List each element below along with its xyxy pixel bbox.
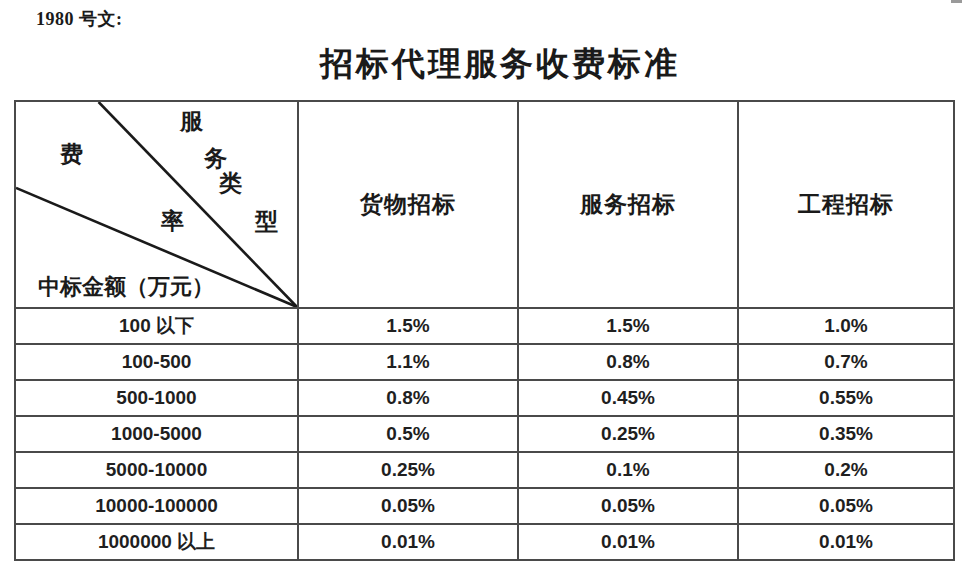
row-label: 1000-5000 bbox=[15, 416, 298, 452]
fee-value: 0.05% bbox=[738, 488, 954, 524]
corner-fee-char: 费 bbox=[60, 143, 83, 166]
fee-standard-table: 费 服 务 类 率 型 中标金额（万元） 货物招标 服务招标 工程招标 100 … bbox=[14, 100, 955, 561]
table-row: 100-500 1.1% 0.8% 0.7% bbox=[15, 344, 954, 380]
column-header-service: 服务招标 bbox=[518, 101, 738, 308]
corner-service-char-1: 服 bbox=[180, 110, 203, 133]
table-row: 1000000 以上 0.01% 0.01% 0.01% bbox=[15, 524, 954, 560]
fee-value: 1.5% bbox=[518, 308, 738, 344]
doc-number-label: 1980 号文: bbox=[36, 7, 123, 31]
row-label: 500-1000 bbox=[15, 380, 298, 416]
fee-value: 0.1% bbox=[518, 452, 738, 488]
fee-value: 0.05% bbox=[298, 488, 518, 524]
column-header-engineering: 工程招标 bbox=[738, 101, 954, 308]
fee-value: 0.35% bbox=[738, 416, 954, 452]
corner-amount-label: 中标金额（万元） bbox=[38, 272, 214, 302]
column-header-goods: 货物招标 bbox=[298, 101, 518, 308]
fee-value: 0.7% bbox=[738, 344, 954, 380]
corner-service-char-3: 类 bbox=[219, 172, 242, 195]
corner-service-char-2: 务 bbox=[204, 147, 227, 170]
fee-value: 0.8% bbox=[518, 344, 738, 380]
fee-value: 0.8% bbox=[298, 380, 518, 416]
fee-value: 0.55% bbox=[738, 380, 954, 416]
fee-value: 0.2% bbox=[738, 452, 954, 488]
fee-value: 1.5% bbox=[298, 308, 518, 344]
row-label: 100-500 bbox=[15, 344, 298, 380]
row-label: 10000-100000 bbox=[15, 488, 298, 524]
diagonal-header-cell: 费 服 务 类 率 型 中标金额（万元） bbox=[15, 101, 298, 308]
row-label: 5000-10000 bbox=[15, 452, 298, 488]
fee-value: 0.25% bbox=[298, 452, 518, 488]
table-row: 500-1000 0.8% 0.45% 0.55% bbox=[15, 380, 954, 416]
fee-value: 0.45% bbox=[518, 380, 738, 416]
table-row: 100 以下 1.5% 1.5% 1.0% bbox=[15, 308, 954, 344]
fee-value: 1.0% bbox=[738, 308, 954, 344]
fee-value: 0.05% bbox=[518, 488, 738, 524]
page: { "doc_label": "1980 号文:", "title": "招标代… bbox=[0, 0, 976, 581]
corner-service-char-4: 型 bbox=[255, 210, 278, 233]
fee-value: 0.01% bbox=[738, 524, 954, 560]
row-label: 100 以下 bbox=[15, 308, 298, 344]
fee-value: 0.5% bbox=[298, 416, 518, 452]
row-label: 1000000 以上 bbox=[15, 524, 298, 560]
table-row: 5000-10000 0.25% 0.1% 0.2% bbox=[15, 452, 954, 488]
corner-rate-char: 率 bbox=[161, 210, 184, 233]
table-row: 1000-5000 0.5% 0.25% 0.35% bbox=[15, 416, 954, 452]
table-row: 10000-100000 0.05% 0.05% 0.05% bbox=[15, 488, 954, 524]
header-row: 费 服 务 类 率 型 中标金额（万元） 货物招标 服务招标 工程招标 bbox=[15, 101, 954, 308]
fee-value: 0.01% bbox=[518, 524, 738, 560]
fee-value: 1.1% bbox=[298, 344, 518, 380]
fee-value: 0.25% bbox=[518, 416, 738, 452]
fee-value: 0.01% bbox=[298, 524, 518, 560]
page-edge-fragment bbox=[951, 0, 962, 3]
page-title: 招标代理服务收费标准 bbox=[0, 42, 976, 87]
